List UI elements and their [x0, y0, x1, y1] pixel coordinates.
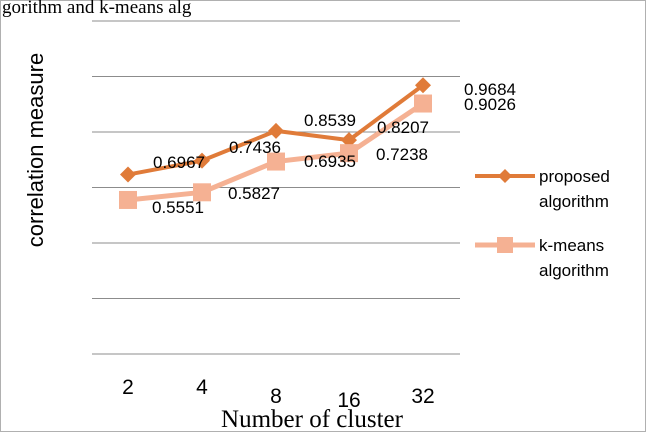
data-label: 0.9026 — [464, 95, 516, 114]
data-label: 0.8539 — [304, 111, 356, 130]
series-layer — [119, 77, 432, 209]
data-point-marker — [194, 152, 210, 169]
legend-marker — [498, 169, 512, 183]
data-label: 0.7436 — [229, 138, 281, 157]
data-label: 0.6935 — [304, 152, 356, 171]
caption-fragment: gorithm and k-means alg — [2, 0, 192, 18]
legend-label: algorithm — [539, 192, 609, 211]
data-point-marker — [268, 122, 284, 139]
legend-label: proposed — [539, 167, 610, 186]
legend-marker — [497, 237, 513, 253]
data-point-marker — [193, 183, 211, 202]
data-label: 0.7238 — [376, 145, 428, 164]
data-label: 0.5827 — [228, 184, 280, 203]
data-point-marker — [341, 132, 357, 149]
data-point-marker — [119, 190, 137, 209]
data-point-marker — [414, 94, 432, 113]
data-label: 0.9684 — [464, 80, 516, 99]
x-tick-label: 8 — [270, 385, 282, 408]
x-tick-label: 4 — [196, 376, 208, 399]
data-point-marker — [120, 166, 136, 183]
x-tick-label: 16 — [337, 389, 360, 412]
data-label: 0.5551 — [152, 198, 204, 217]
data-label: 0.6967 — [153, 153, 205, 172]
x-tick-label: 2 — [122, 376, 134, 399]
y-axis-title: correlation measure — [23, 53, 48, 247]
x-axis-title: Number of cluster — [221, 406, 404, 432]
data-label: 0.8207 — [377, 118, 429, 137]
x-tick-labels: 2 4 8 16 32 — [122, 376, 435, 412]
legend-label: k-means — [539, 236, 604, 255]
data-labels: 0.6967 0.7436 0.8539 0.8207 0.9684 0.5551 0.58… — [152, 80, 516, 217]
x-tick-label: 32 — [411, 385, 434, 408]
data-point-marker — [340, 144, 358, 163]
legend-label: algorithm — [539, 261, 609, 280]
data-point-marker — [415, 77, 431, 94]
legend: proposed algorithm k-means algorithm — [475, 167, 610, 280]
data-point-marker — [267, 152, 285, 171]
